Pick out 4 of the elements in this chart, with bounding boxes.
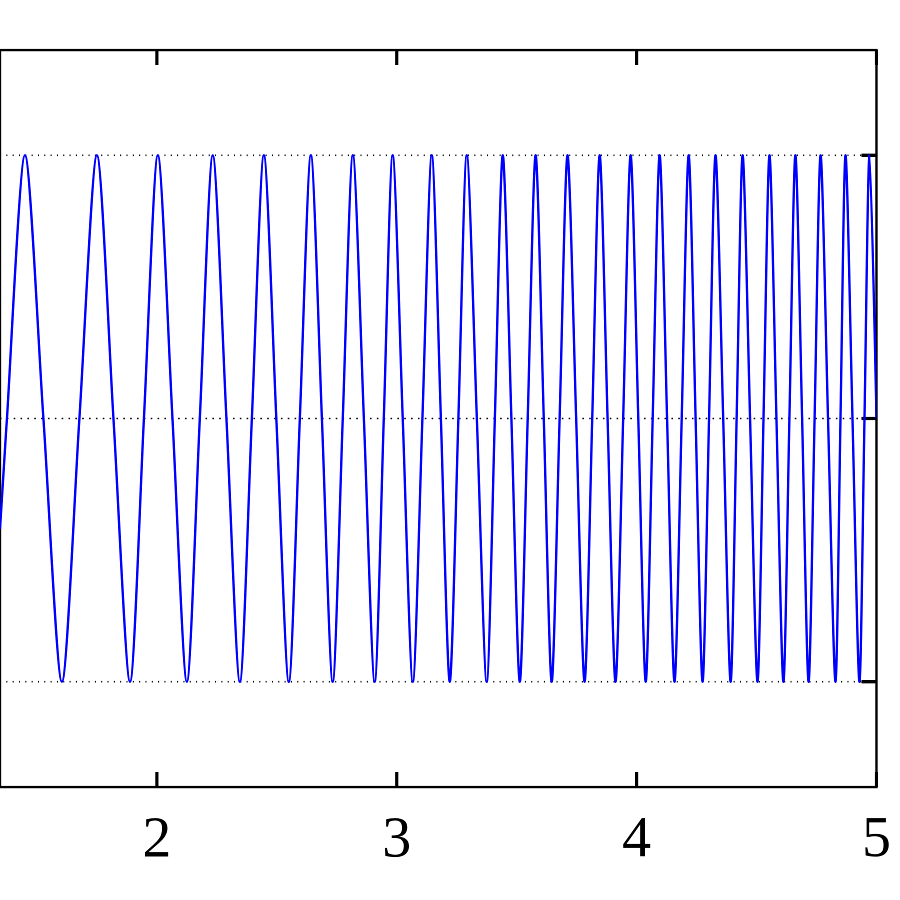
- x-tick-label: 3: [385, 818, 410, 858]
- x-tick-label: 2: [145, 818, 168, 856]
- x-tick-label: 5: [866, 818, 889, 857]
- x-tick-label: 4: [623, 818, 650, 856]
